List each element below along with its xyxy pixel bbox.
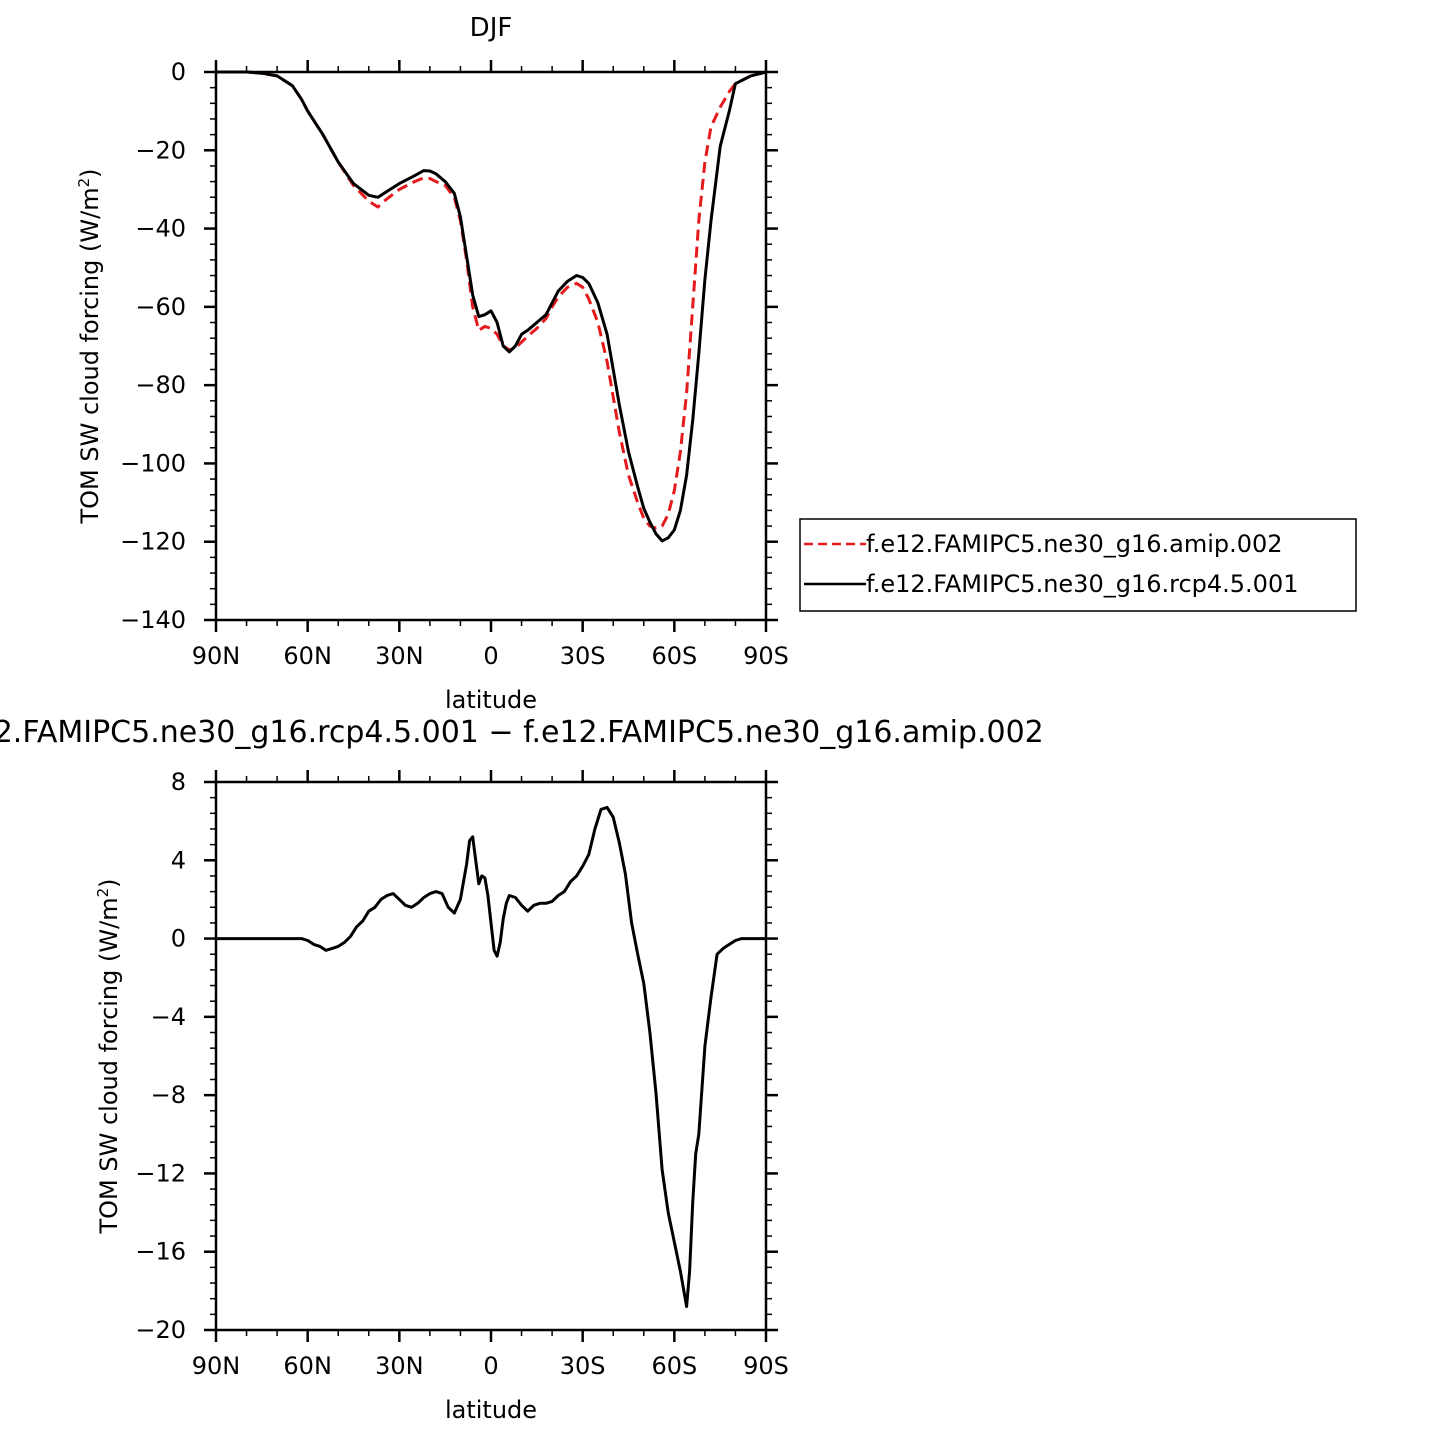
top-plot-frame — [214, 70, 768, 622]
top-x-tick-label: 90S — [743, 642, 789, 670]
top-x-tick-label: 30N — [375, 642, 424, 670]
top-x-tick-label: 0 — [483, 642, 498, 670]
legend-box — [799, 518, 1357, 612]
top-x-tick-label: 90N — [192, 642, 241, 670]
top-y-tick-label: −40 — [135, 215, 186, 243]
top-x-axis-label: latitude — [445, 686, 537, 714]
bottom-series-layer — [216, 805, 766, 1308]
bottom-x-axis-label: latitude — [445, 1396, 537, 1424]
top-series-layer — [216, 70, 767, 543]
bottom-y-tick-label: −12 — [135, 1159, 186, 1187]
top-x-tick-label: 60S — [651, 642, 697, 670]
top-y-tick-label: −80 — [135, 371, 186, 399]
top-y-tick-label: −60 — [135, 293, 186, 321]
top-x-tick-label: 30S — [560, 642, 606, 670]
bottom-y-tick-label: −8 — [151, 1081, 186, 1109]
bottom-panel-difference: f.e12.FAMIPC5.ne30_g16.rcp4.5.001 − f.e1… — [0, 715, 1044, 1424]
bottom-x-tick-label: 60N — [283, 1352, 332, 1380]
bottom-y-tick-label: −16 — [135, 1238, 186, 1266]
bottom-y-tick-label: 0 — [171, 925, 186, 953]
bottom-y-tick-label: 8 — [171, 768, 186, 796]
top-series-line-0 — [216, 70, 767, 530]
top-y-tick-label: −100 — [120, 449, 186, 477]
bottom-x-tick-label: 90N — [192, 1352, 241, 1380]
top-ticks-layer: 90N 60N 30N 0 30S 60S 90S 0 −20 −40 −60 −80 −100 −120… — [120, 58, 789, 670]
bottom-x-tick-label: 30S — [560, 1352, 606, 1380]
bottom-y-tick-label: −4 — [151, 1003, 186, 1031]
top-y-tick-label: 0 — [171, 58, 186, 86]
legend-label-amip: f.e12.FAMIPC5.ne30_g16.amip.002 — [866, 530, 1283, 558]
top-x-tick-label: 60N — [283, 642, 332, 670]
top-y-axis-label: TOM SW cloud forcing (W/m2) — [75, 169, 104, 525]
bottom-x-tick-label: 30N — [375, 1352, 424, 1380]
bottom-title: f.e12.FAMIPC5.ne30_g16.rcp4.5.001 − f.e1… — [0, 715, 1044, 750]
bottom-y-tick-label: −20 — [135, 1316, 186, 1344]
bottom-y-axis-label: TOM SW cloud forcing (W/m2) — [94, 879, 123, 1235]
bottom-x-tick-label: 90S — [743, 1352, 789, 1380]
top-y-tick-label: −140 — [120, 606, 186, 634]
bottom-ticks-layer: 90N 60N 30N 0 30S 60S 90S 8 4 0 −4 −8 −12 −16 −20 — [135, 768, 789, 1380]
top-title: DJF — [470, 13, 513, 43]
legend-label-rcp: f.e12.FAMIPC5.ne30_g16.rcp4.5.001 — [866, 570, 1299, 598]
top-panel-djf: DJF 90N 60N 30N 0 30S 60S 90S 0 −20 −40 −60 −80 −100… — [75, 13, 1357, 714]
bottom-x-tick-label: 60S — [651, 1352, 697, 1380]
bottom-y-tick-label: 4 — [171, 846, 186, 874]
top-y-tick-label: −20 — [135, 136, 186, 164]
top-series-line-1 — [216, 70, 767, 543]
bottom-plot-frame — [214, 780, 768, 1332]
bottom-x-tick-label: 0 — [483, 1352, 498, 1380]
top-y-tick-label: −120 — [120, 528, 186, 556]
bottom-series-line-0 — [216, 805, 766, 1308]
legend: f.e12.FAMIPC5.ne30_g16.amip.002 f.e12.FA… — [799, 518, 1357, 612]
